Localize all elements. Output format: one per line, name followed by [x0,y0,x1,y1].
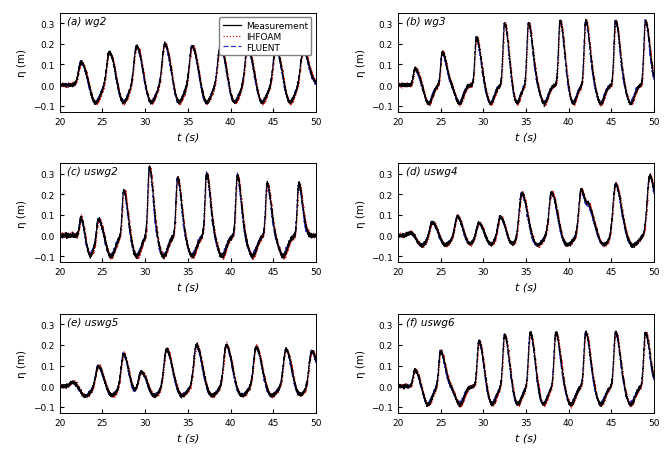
X-axis label: t (s): t (s) [515,432,537,442]
Y-axis label: η (m): η (m) [17,200,27,227]
Text: (e) uswg5: (e) uswg5 [68,317,119,327]
Text: (b) wg3: (b) wg3 [406,17,445,27]
X-axis label: t (s): t (s) [515,282,537,292]
Text: (c) uswg2: (c) uswg2 [68,167,118,177]
Y-axis label: η (m): η (m) [356,200,366,227]
X-axis label: t (s): t (s) [177,282,199,292]
X-axis label: t (s): t (s) [177,132,199,142]
Text: (f) uswg6: (f) uswg6 [406,317,454,327]
Y-axis label: η (m): η (m) [356,49,366,77]
Y-axis label: η (m): η (m) [356,350,366,378]
Legend: Measurement, IHFOAM, FLUENT: Measurement, IHFOAM, FLUENT [220,18,311,56]
Y-axis label: η (m): η (m) [17,49,27,77]
Text: (a) wg2: (a) wg2 [68,17,107,27]
Y-axis label: η (m): η (m) [17,350,27,378]
X-axis label: t (s): t (s) [515,132,537,142]
Text: (d) uswg4: (d) uswg4 [406,167,457,177]
X-axis label: t (s): t (s) [177,432,199,442]
